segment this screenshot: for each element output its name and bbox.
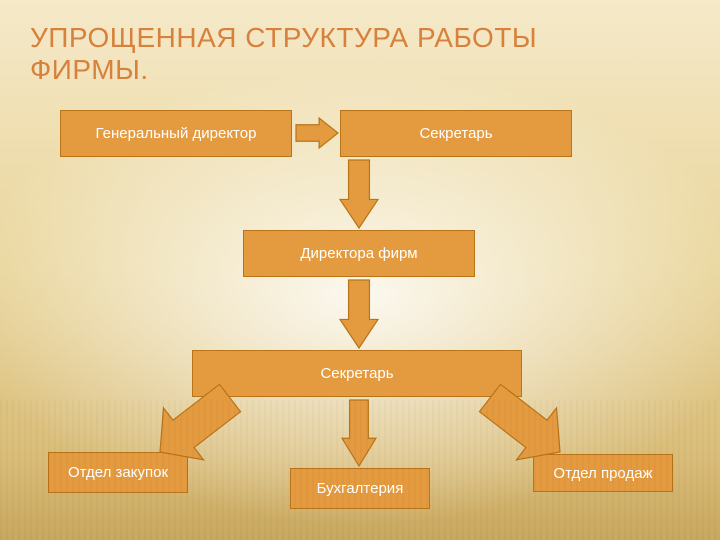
box-purchasing-label: Отдел закупок (68, 464, 168, 481)
arrow-ceo-to-secretary (296, 118, 338, 148)
box-accounting: Бухгалтерия (290, 468, 430, 509)
box-secretary-top: Секретарь (340, 110, 572, 157)
box-secretary-mid: Секретарь (192, 350, 522, 397)
box-ceo: Генеральный директор (60, 110, 292, 157)
box-sales: Отдел продаж (533, 454, 673, 492)
box-sales-label: Отдел продаж (553, 465, 652, 482)
box-purchasing: Отдел закупок (48, 452, 188, 493)
arrow-secretary-to-purchasing (160, 398, 230, 452)
box-accounting-label: Бухгалтерия (317, 480, 404, 497)
box-directors: Директора фирм (243, 230, 475, 277)
slide: УПРОЩЕННАЯ СТРУКТУРА РАБОТЫ ФИРМЫ. Генер… (0, 0, 720, 540)
arrow-secretary-to-directors (340, 160, 378, 228)
arrow-secretary-to-accounting (342, 400, 376, 466)
box-secretary-mid-label: Секретарь (320, 365, 393, 382)
slide-title: УПРОЩЕННАЯ СТРУКТУРА РАБОТЫ ФИРМЫ. (30, 22, 660, 86)
box-secretary-top-label: Секретарь (419, 125, 492, 142)
box-ceo-label: Генеральный директор (96, 125, 257, 142)
arrow-secretary-to-sales (490, 398, 560, 452)
box-directors-label: Директора фирм (300, 245, 417, 262)
arrow-directors-to-secretary (340, 280, 378, 348)
